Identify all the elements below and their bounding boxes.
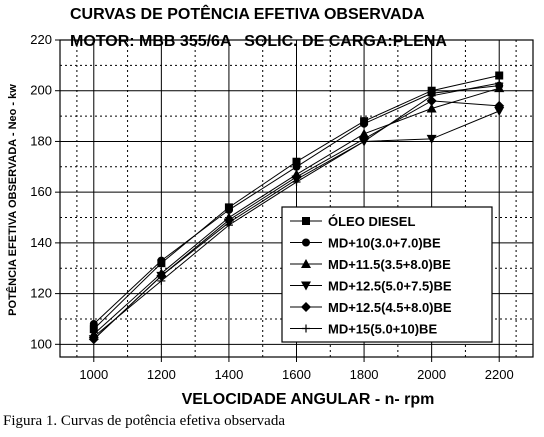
legend-item: MD+12.5(4.5+8.0)BE	[290, 300, 452, 315]
chart: CURVAS DE POTÊNCIA EFETIVA OBSERVADA MOT…	[6, 4, 534, 408]
legend-label: MD+11.5(3.5+8.0)BE	[328, 257, 451, 272]
y-axis-label: POTÊNCIA EFETIVA OBSERVADA - Neo - kw	[6, 84, 19, 316]
x-tick-label: 1400	[214, 367, 243, 382]
plot-frame	[59, 39, 534, 358]
figure-caption: Figura 1. Curvas de potência efetiva obs…	[3, 413, 285, 429]
data-point	[157, 276, 166, 285]
data-point	[224, 205, 233, 214]
x-axis-label: VELOCIDADE ANGULAR - n- rpm	[182, 391, 435, 408]
y-tick-label: 180	[30, 133, 52, 148]
data-point	[494, 83, 505, 93]
legend-item: MD+12.5(5.0+7.5)BE	[290, 279, 452, 294]
data-point	[292, 178, 301, 187]
data-point	[292, 157, 301, 166]
legend-marker	[302, 217, 310, 225]
data-point	[494, 100, 505, 111]
legend-label: MD+12.5(4.5+8.0)BE	[328, 300, 452, 315]
data-point	[426, 95, 437, 106]
legend-item: MD+10(3.0+7.0)BE	[290, 236, 441, 251]
data-point	[494, 107, 505, 117]
legend-label: MD+12.5(5.0+7.5)BE	[328, 279, 452, 294]
data-point	[89, 325, 98, 334]
data-point	[157, 256, 166, 265]
data-point	[359, 128, 370, 138]
legend: ÓLEO DIESEL MD+10(3.0+7.0)BE MD+11.5(3.5+8…	[281, 206, 493, 343]
y-tick-label: 200	[30, 83, 52, 98]
data-point	[291, 171, 302, 182]
x-tick-label: 1600	[282, 367, 311, 382]
y-tick-label: 220	[30, 32, 52, 47]
y-tick-label: 100	[30, 336, 52, 351]
legend-label: MD+10(3.0+7.0)BE	[328, 236, 441, 251]
chart-title: CURVAS DE POTÊNCIA EFETIVA OBSERVADA	[70, 4, 425, 23]
series-group	[88, 71, 505, 345]
legend-marker	[301, 281, 311, 291]
y-tick-label: 140	[30, 235, 52, 250]
y-tick-label: 120	[30, 286, 52, 301]
data-point	[360, 119, 369, 128]
legend-item: MD+15(5.0+10)BE	[290, 322, 437, 337]
x-tick-label: 1800	[350, 367, 379, 382]
legend-item: MD+11.5(3.5+8.0)BE	[290, 257, 451, 272]
legend-item: ÓLEO DIESEL	[290, 214, 415, 229]
data-point	[89, 332, 98, 341]
data-point	[426, 103, 437, 113]
data-point	[223, 215, 234, 226]
x-tick-label: 2000	[417, 367, 446, 382]
data-point	[360, 137, 369, 146]
legend-marker	[302, 324, 310, 333]
data-point	[89, 320, 98, 329]
x-tick-label: 1200	[147, 367, 176, 382]
chart-subtitle: MOTOR: MBB 355/6A SOLIC. DE CARGA:PLENA	[70, 33, 447, 50]
legend-label: ÓLEO DIESEL	[328, 214, 415, 229]
data-point	[224, 221, 233, 230]
x-tick-label: 2200	[485, 367, 514, 382]
x-tick-label: 1000	[79, 367, 108, 382]
y-tick-label: 160	[30, 184, 52, 199]
data-point	[426, 134, 437, 144]
data-point	[427, 91, 436, 100]
data-point	[495, 71, 504, 80]
series-6	[89, 79, 504, 341]
legend-box	[281, 206, 493, 343]
legend-marker	[301, 259, 311, 268]
data-point	[292, 162, 301, 171]
legend-label: MD+15(5.0+10)BE	[328, 322, 437, 337]
data-point	[495, 79, 504, 88]
ticks: 1000 1200 1400 1600 1800 2000 2200 100 120 140 160…	[30, 32, 513, 382]
legend-marker	[302, 238, 310, 247]
legend-marker	[301, 302, 311, 312]
